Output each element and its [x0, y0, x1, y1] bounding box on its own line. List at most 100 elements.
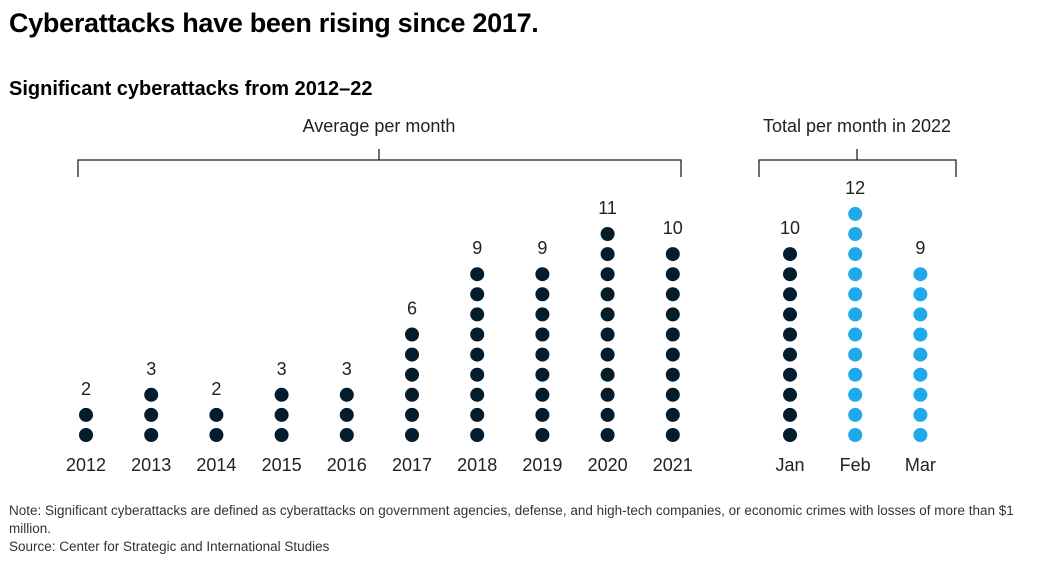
data-dot — [470, 387, 485, 402]
data-dot — [913, 367, 928, 382]
value-label: 3 — [277, 359, 287, 379]
category-label: 2016 — [327, 455, 367, 475]
category-label: 2014 — [196, 455, 236, 475]
data-dot — [913, 387, 928, 402]
category-label: 2018 — [457, 455, 497, 475]
data-dot — [600, 387, 615, 402]
data-dot — [144, 428, 159, 442]
value-label: 9 — [537, 238, 547, 258]
data-dot — [470, 428, 485, 442]
data-dot — [783, 387, 797, 402]
value-label: 2 — [81, 379, 91, 399]
data-dot — [470, 327, 485, 342]
data-dot — [848, 428, 863, 442]
footnote: Note: Significant cyberattacks are defin… — [9, 502, 1054, 556]
data-dot — [405, 428, 419, 442]
data-dot — [470, 367, 485, 382]
data-dot — [79, 428, 93, 442]
data-dot — [848, 307, 863, 322]
data-dot — [665, 327, 680, 342]
data-dot — [848, 347, 863, 362]
data-dot — [600, 347, 615, 362]
data-dot — [665, 347, 680, 362]
data-dot — [600, 267, 615, 282]
data-dot — [848, 407, 863, 422]
value-label: 2 — [211, 379, 221, 399]
data-dot — [783, 367, 797, 382]
value-label: 10 — [663, 218, 683, 238]
data-dot — [783, 287, 797, 302]
category-label: 2017 — [392, 455, 432, 475]
value-label: 9 — [915, 238, 925, 258]
data-dot — [665, 428, 680, 442]
note-text: Note: Significant cyberattacks are defin… — [9, 503, 1014, 536]
data-dot — [783, 407, 797, 422]
data-dot — [848, 367, 863, 382]
data-dot — [339, 387, 354, 402]
data-dot — [274, 407, 289, 422]
data-dot — [913, 327, 928, 342]
data-dot — [274, 428, 289, 442]
category-label: 2020 — [588, 455, 628, 475]
value-label: 3 — [342, 359, 352, 379]
data-dot — [339, 428, 354, 442]
data-dot — [405, 387, 419, 402]
data-dot — [600, 287, 615, 302]
data-dot — [405, 327, 419, 342]
value-label: 10 — [780, 218, 800, 238]
category-label: Jan — [775, 455, 804, 475]
data-dot — [79, 407, 93, 422]
group-bracket — [758, 149, 957, 177]
data-dot — [470, 347, 485, 362]
data-dot — [535, 347, 550, 362]
data-dot — [600, 327, 615, 342]
data-dot — [535, 387, 550, 402]
data-dot — [665, 407, 680, 422]
data-dot — [144, 407, 159, 422]
data-dot — [339, 407, 354, 422]
data-dot — [665, 367, 680, 382]
data-dot — [470, 287, 485, 302]
data-dot — [470, 267, 485, 282]
data-dot — [913, 347, 928, 362]
data-dot — [274, 387, 289, 402]
data-dot — [665, 247, 680, 262]
data-dot — [913, 407, 928, 422]
data-dot — [665, 307, 680, 322]
data-dot — [783, 247, 797, 262]
data-dot — [209, 407, 224, 422]
data-dot — [405, 347, 419, 362]
data-dot — [783, 347, 797, 362]
data-dot — [600, 227, 615, 241]
data-dot — [535, 287, 550, 302]
data-dot — [848, 387, 863, 402]
data-dot — [470, 407, 485, 422]
data-dot — [783, 267, 797, 282]
category-label: 2021 — [653, 455, 693, 475]
data-dot — [600, 307, 615, 322]
category-label: Feb — [840, 455, 871, 475]
value-label: 12 — [845, 178, 865, 198]
data-dot — [535, 267, 550, 282]
data-dot — [848, 227, 863, 241]
data-dot — [848, 267, 863, 282]
value-label: 11 — [598, 198, 617, 218]
data-dot — [209, 428, 224, 442]
data-dot — [600, 367, 615, 382]
value-label: 3 — [146, 359, 156, 379]
dot-chart: Average per month 2 2012 3 2013 2 2014 3 2015 3 20… — [66, 116, 957, 475]
category-label: 2012 — [66, 455, 106, 475]
data-dot — [600, 247, 615, 262]
data-dot — [913, 287, 928, 302]
category-label: 2015 — [262, 455, 302, 475]
group-label: Average per month — [303, 116, 456, 136]
group-bracket — [77, 149, 682, 177]
data-dot — [913, 307, 928, 322]
data-dot — [913, 428, 928, 442]
data-dot — [535, 407, 550, 422]
data-dot — [848, 327, 863, 342]
data-dot — [470, 307, 485, 322]
data-dot — [600, 428, 615, 442]
data-dot — [535, 327, 550, 342]
category-label: Mar — [905, 455, 936, 475]
